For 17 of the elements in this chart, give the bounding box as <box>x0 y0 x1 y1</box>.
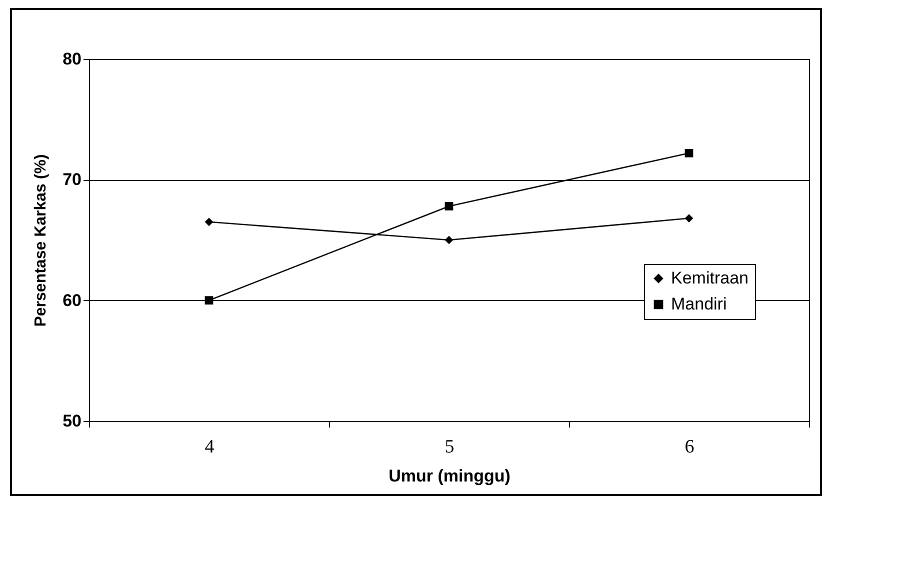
x-tick-label: 5 <box>444 436 454 458</box>
point <box>684 214 694 222</box>
y-tick-label: 80 <box>62 50 82 68</box>
y-axis-title: Persentase Karkas (%) <box>32 154 50 327</box>
legend-label: Mandiri <box>671 294 727 314</box>
point <box>204 218 214 226</box>
point <box>204 296 214 305</box>
x-tick-label: 6 <box>684 436 694 458</box>
y-tick-label: 50 <box>62 412 82 430</box>
legend-label: Kemitraan <box>671 268 748 288</box>
point <box>444 202 454 210</box>
point <box>684 148 694 158</box>
x-tick-label: 4 <box>204 436 215 458</box>
y-tick-label: 60 <box>62 290 82 310</box>
point <box>444 236 454 244</box>
x-axis-title: Umur (minggu) <box>388 466 510 486</box>
y-tick-label: 70 <box>62 170 82 190</box>
